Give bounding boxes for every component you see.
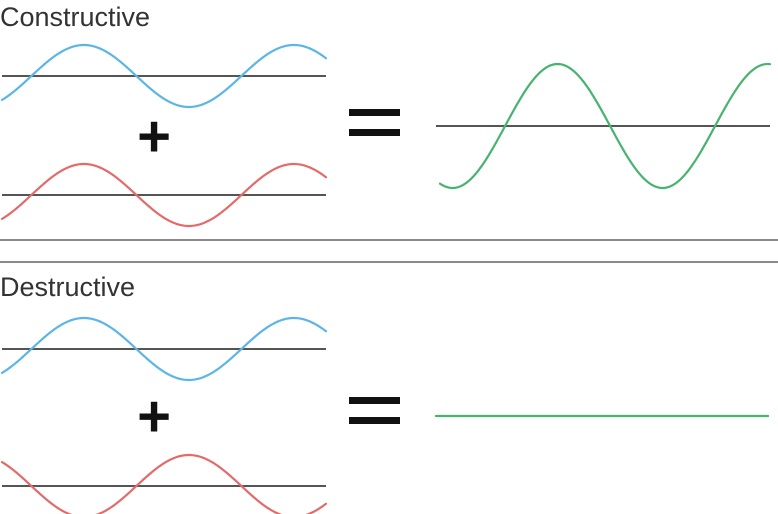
destructive-title: Destructive — [0, 272, 135, 302]
constructive-result-wave — [438, 62, 772, 190]
constructive-equals-bar-top — [349, 109, 400, 116]
destructive-panel: Destructive + — [0, 272, 770, 514]
constructive-plus-sign: + — [137, 104, 171, 169]
destructive-plus-sign: + — [137, 384, 171, 449]
constructive-wave-b — [0, 162, 328, 228]
constructive-equals-sign — [349, 109, 400, 136]
constructive-panel: Constructive + — [0, 2, 772, 228]
destructive-equals-bar-top — [349, 397, 400, 404]
destructive-wave-a — [0, 316, 328, 382]
destructive-equals-bar-bottom — [349, 417, 400, 424]
constructive-wave-a — [0, 43, 328, 109]
destructive-wave-b — [0, 453, 328, 514]
constructive-title: Constructive — [0, 2, 150, 32]
destructive-equals-sign — [349, 397, 400, 424]
constructive-equals-bar-bottom — [349, 129, 400, 136]
